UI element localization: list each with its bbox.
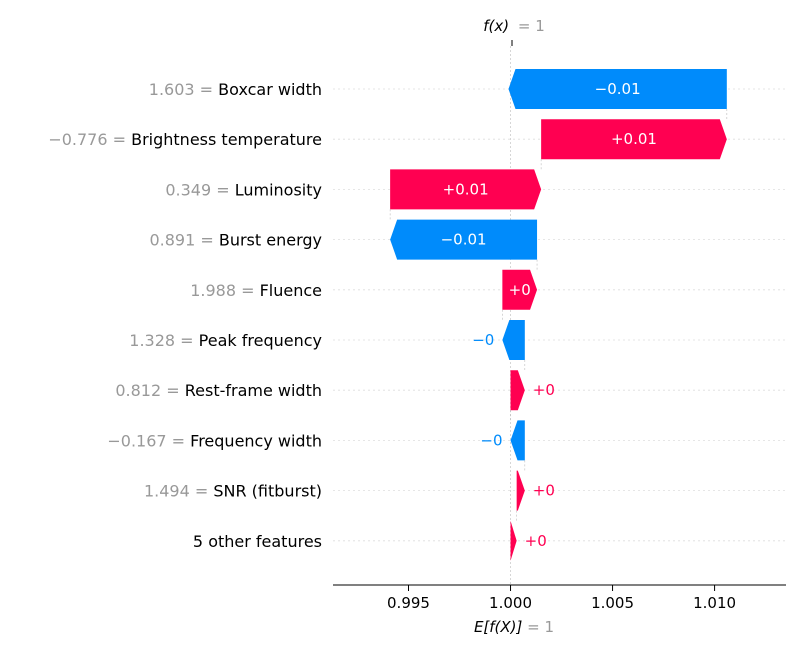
feature-label: 1.328 = Peak frequency	[129, 331, 322, 350]
feature-label: −0.776 = Brightness temperature	[48, 130, 322, 149]
feature-name: Boxcar width	[218, 80, 322, 99]
bar-value-label: −0.01	[595, 80, 641, 98]
negative-bar	[502, 320, 525, 360]
feature-value: 1.988	[190, 281, 236, 300]
bar-value-label: +0.01	[443, 180, 489, 198]
feature-label: 0.349 = Luminosity	[165, 180, 322, 199]
feature-value: 1.328	[129, 331, 175, 350]
feature-rows: 1.603 = Boxcar width −0.01 −0.776 = Bright…	[48, 46, 786, 585]
feature-label: 1.494 = SNR (fitburst)	[144, 482, 322, 501]
feature-name: Luminosity	[235, 180, 322, 199]
negative-bar	[390, 219, 538, 260]
positive-bar	[516, 470, 525, 511]
bar-value-label: +0	[533, 482, 555, 500]
negative-bar	[508, 69, 727, 109]
feature-value: −0.776	[48, 130, 107, 149]
feature-label: 0.891 = Burst energy	[149, 231, 322, 250]
feature-name: Frequency width	[190, 431, 322, 450]
feature-name: SNR (fitburst)	[213, 482, 322, 501]
feature-label: 1.988 = Fluence	[190, 281, 322, 300]
x-axis-ticks: 0.995 1.000 1.005 1.010	[387, 585, 736, 612]
positive-bar	[510, 370, 525, 411]
x-tick-label: 0.995	[387, 594, 430, 612]
feature-value: 0.812	[115, 381, 161, 400]
feature-value: −0.167	[107, 431, 166, 450]
positive-bar	[510, 520, 517, 561]
feature-name: Fluence	[260, 281, 322, 300]
positive-bar	[390, 169, 542, 210]
bar-value-label: +0	[509, 281, 531, 299]
bar-value-label: +0.01	[611, 130, 657, 148]
feature-name: Peak frequency	[199, 331, 322, 350]
feature-name: Brightness temperature	[131, 130, 322, 149]
bar-value-label: +0	[525, 532, 547, 550]
bar-value-label: −0	[472, 331, 494, 349]
x-tick-label: 1.005	[591, 594, 634, 612]
feature-label: 5 other features	[193, 532, 322, 551]
bar-value-label: −0.01	[441, 231, 487, 249]
bar-value-label: +0	[533, 381, 555, 399]
feature-label: 0.812 = Rest-frame width	[115, 381, 322, 400]
positive-bar	[541, 119, 727, 160]
bottom-expected-label: E[f(X)] = 1	[474, 618, 554, 636]
feature-label: 1.603 = Boxcar width	[149, 80, 322, 99]
feature-value: 1.494	[144, 482, 190, 501]
x-tick-label: 1.000	[489, 594, 532, 612]
feature-label: −0.167 = Frequency width	[107, 431, 322, 450]
negative-bar	[510, 420, 525, 461]
feature-value: 1.603	[149, 80, 195, 99]
feature-name: Rest-frame width	[185, 381, 322, 400]
top-expected-label: f(x) = 1	[483, 17, 545, 35]
feature-value: 0.891	[149, 231, 195, 250]
positive-bar	[502, 269, 538, 310]
feature-name: 5 other features	[193, 532, 322, 551]
x-tick-label: 1.010	[693, 594, 736, 612]
feature-name: Burst energy	[219, 231, 322, 250]
feature-value: 0.349	[165, 180, 211, 199]
bar-value-label: −0	[480, 431, 502, 449]
